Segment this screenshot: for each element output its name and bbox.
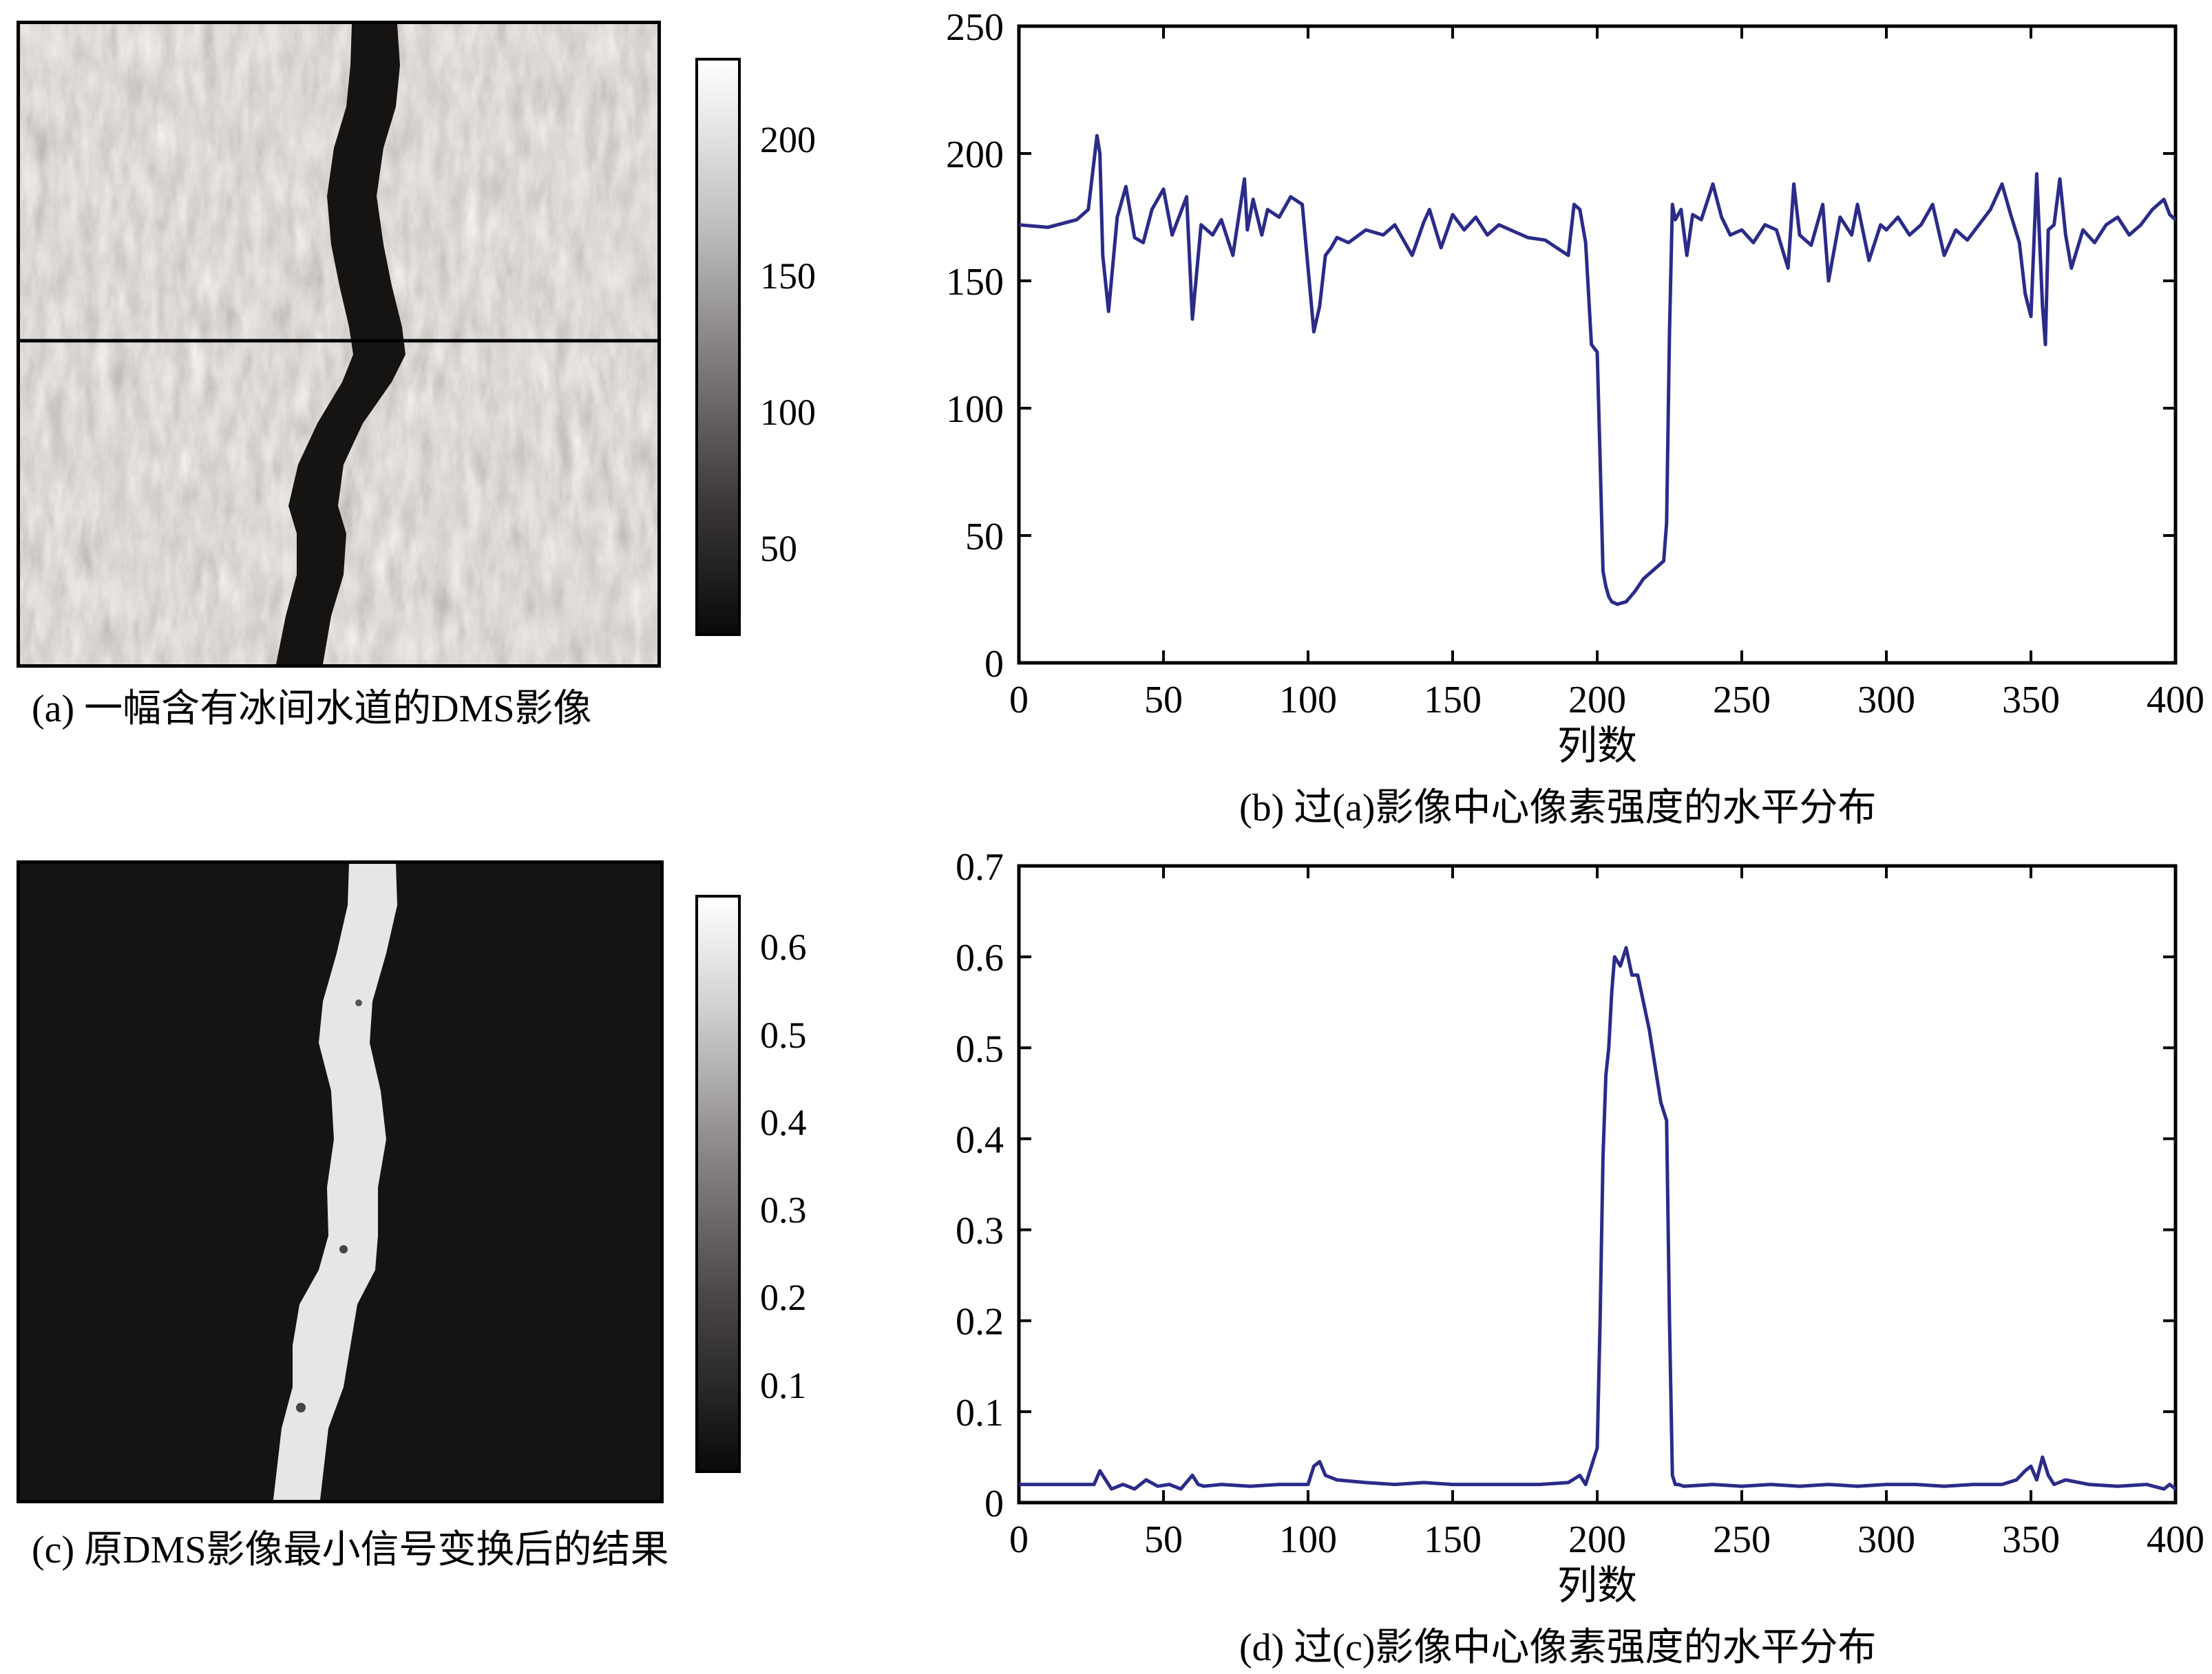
x-tick-label: 0 <box>1009 679 1029 721</box>
x-tick-label: 50 <box>1144 1518 1183 1561</box>
chart-d: 0 50 100 150 200 250 300 350 400 0 0.1 0.2 0.3 0.4 0.5… <box>956 846 2204 1604</box>
colorbar-c-tick-label: 0.6 <box>760 926 807 968</box>
x-tick-label: 0 <box>1009 1518 1029 1561</box>
y-tick-label: 0.7 <box>956 846 1004 889</box>
series-line <box>1018 134 2177 606</box>
colorbar-c-tick-label: 0.4 <box>760 1101 807 1143</box>
plot-frame <box>1017 24 2178 665</box>
x-tick-label: 200 <box>1568 679 1626 721</box>
colorbar-a <box>695 58 741 636</box>
colorbar-c-tick-label: 0.3 <box>760 1189 807 1231</box>
caption-a: (a) 一幅含有冰间水道的DMS影像 <box>32 688 592 730</box>
x-axis-label: 列数 <box>1557 1563 1637 1604</box>
y-tick-label: 0.5 <box>956 1028 1004 1070</box>
x-tick-label: 400 <box>2147 679 2204 721</box>
lead-speck <box>296 1403 306 1412</box>
lead-speck <box>355 999 362 1006</box>
y-tick-label: 0.6 <box>956 937 1004 979</box>
x-tick-label: 350 <box>2002 679 2060 721</box>
y-tick-label: 100 <box>946 388 1004 431</box>
x-tick-label: 100 <box>1279 679 1337 721</box>
lead-speck <box>339 1245 348 1253</box>
y-tick-label: 0.2 <box>956 1301 1004 1344</box>
y-tick-label: 0 <box>984 1483 1004 1525</box>
dms-image-a-graphic <box>20 24 657 664</box>
colorbar-c-tick-label: 0.1 <box>760 1364 807 1406</box>
y-tick-label: 200 <box>946 134 1004 176</box>
colorbar-a-tick-label: 100 <box>760 392 816 434</box>
x-tick-label: 100 <box>1279 1518 1337 1561</box>
x-tick-label: 250 <box>1713 679 1771 721</box>
y-tick-label: 150 <box>946 261 1004 304</box>
colorbar-a-tick-label: 50 <box>760 528 797 570</box>
x-axis-label: 列数 <box>1557 723 1637 764</box>
caption-c: (c) 原DMS影像最小信号变换后的结果 <box>32 1529 669 1571</box>
lead-dark-channel <box>276 24 405 664</box>
colorbar-c-tick-label: 0.2 <box>760 1277 807 1319</box>
y-tick-label: 250 <box>946 6 1004 49</box>
x-tick-label: 400 <box>2147 1518 2204 1561</box>
x-tick-label: 200 <box>1568 1518 1626 1561</box>
chart-b: 0 50 100 150 200 250 300 350 400 0 50 100 150 200 250 列… <box>946 6 2204 764</box>
colorbar-c <box>695 895 741 1473</box>
y-tick-label: 50 <box>965 516 1004 558</box>
y-tick-label: 0 <box>984 643 1004 686</box>
colorbar-c-tick-label: 0.5 <box>760 1014 807 1056</box>
series-line <box>1019 946 2177 1491</box>
x-tick-label: 300 <box>1857 679 1915 721</box>
x-tick-label: 300 <box>1857 1518 1915 1561</box>
x-tick-label: 350 <box>2002 1518 2060 1561</box>
lead-bright-channel <box>273 864 397 1500</box>
x-tick-label: 250 <box>1713 1518 1771 1561</box>
transformed-image-c <box>17 860 664 1503</box>
dms-image-a <box>17 21 661 668</box>
x-tick-label: 150 <box>1424 1518 1482 1561</box>
y-tick-label: 0.3 <box>956 1210 1004 1253</box>
y-tick-label: 0.4 <box>956 1119 1004 1161</box>
transformed-image-c-graphic <box>20 864 660 1500</box>
caption-d: (d) 过(c)影像中心像素强度的水平分布 <box>1239 1627 1877 1669</box>
colorbar-a-tick-label: 150 <box>760 255 816 297</box>
colorbar-a-tick-label: 200 <box>760 118 816 160</box>
x-tick-label: 150 <box>1424 679 1482 721</box>
y-tick-label: 0.1 <box>956 1392 1004 1434</box>
caption-b: (b) 过(a)影像中心像素强度的水平分布 <box>1239 787 1877 829</box>
x-tick-label: 50 <box>1144 679 1183 721</box>
